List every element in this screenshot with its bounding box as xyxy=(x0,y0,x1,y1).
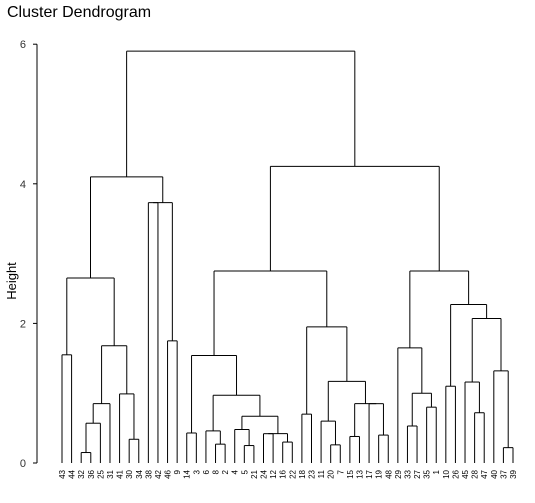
leaf-label: 3 xyxy=(192,469,201,474)
leaf-label: 7 xyxy=(336,469,345,474)
leaf-label: 32 xyxy=(77,469,86,478)
leaf-label: 40 xyxy=(490,469,499,478)
leaf-label: 16 xyxy=(279,469,288,478)
leaf-label: 23 xyxy=(307,469,316,478)
leaf-label: 38 xyxy=(144,469,153,478)
y-tick-label: 4 xyxy=(20,179,26,191)
leaf-label: 19 xyxy=(375,469,384,478)
leaf-label: 15 xyxy=(346,469,355,478)
y-axis: 0 2 4 6 xyxy=(20,39,38,470)
leaf-label: 46 xyxy=(164,469,173,478)
leaf-label: 10 xyxy=(442,469,451,478)
leaf-label: 37 xyxy=(499,469,508,478)
leaf-label: 17 xyxy=(365,469,374,478)
leaf-label: 1 xyxy=(432,469,441,474)
leaf-label: 35 xyxy=(423,469,432,478)
y-tick-label: 6 xyxy=(20,39,26,51)
leaf-label: 47 xyxy=(480,469,489,478)
leaf-label: 18 xyxy=(298,469,307,478)
leaf-label: 25 xyxy=(96,469,105,478)
leaf-label: 33 xyxy=(403,469,412,478)
leaf-label: 30 xyxy=(125,469,134,478)
leaf-label: 36 xyxy=(87,469,96,478)
leaf-label: 43 xyxy=(58,469,67,478)
leaf-label: 4 xyxy=(231,469,240,474)
leaf-label: 45 xyxy=(461,469,470,478)
leaf-label: 21 xyxy=(250,469,259,478)
leaf-label: 41 xyxy=(116,469,125,478)
leaf-label: 5 xyxy=(240,469,249,474)
leaf-labels: 43 44 32 36 25 31 41 30 34 38 42 46 9 14 3 6 8 2 4 5 21 24 12 1… xyxy=(58,469,518,478)
leaf-label: 26 xyxy=(451,469,460,478)
leaf-label: 13 xyxy=(355,469,364,478)
leaf-label: 14 xyxy=(183,469,192,478)
leaf-label: 8 xyxy=(212,469,221,474)
y-tick-label: 0 xyxy=(20,458,26,470)
leaf-label: 48 xyxy=(384,469,393,478)
leaf-label: 39 xyxy=(509,469,518,478)
y-axis-label: Height xyxy=(4,262,19,300)
y-tick-label: 2 xyxy=(20,318,26,330)
leaf-label: 34 xyxy=(135,469,144,478)
leaf-label: 42 xyxy=(154,469,163,478)
leaf-label: 24 xyxy=(260,469,269,478)
leaf-label: 31 xyxy=(106,469,115,478)
leaf-label: 9 xyxy=(173,469,182,474)
leaf-label: 22 xyxy=(288,469,297,478)
chart-title: Cluster Dendrogram xyxy=(7,4,151,21)
leaf-label: 20 xyxy=(327,469,336,478)
leaf-label: 6 xyxy=(202,469,211,474)
leaf-label: 11 xyxy=(317,469,326,478)
leaf-label: 44 xyxy=(68,469,77,478)
leaf-label: 28 xyxy=(471,469,480,478)
dendrogram-links xyxy=(61,50,514,463)
leaf-label: 12 xyxy=(269,469,278,478)
leaf-label: 29 xyxy=(394,469,403,478)
leaf-label: 27 xyxy=(413,469,422,478)
leaf-label: 2 xyxy=(221,469,230,474)
